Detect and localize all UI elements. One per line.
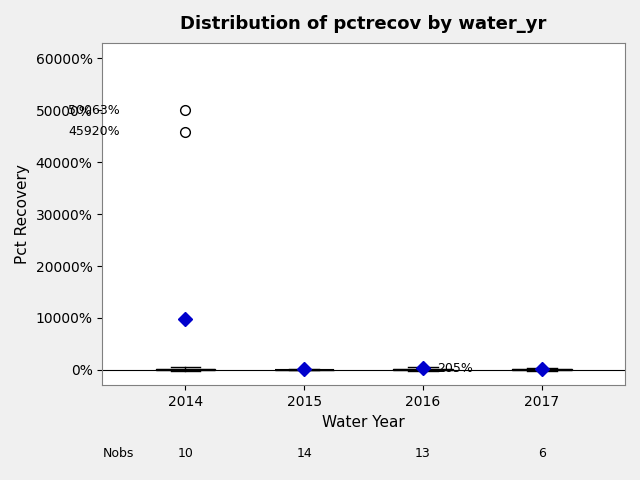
Text: 45920%: 45920% (68, 125, 120, 138)
Text: 50063%: 50063% (68, 104, 120, 117)
PathPatch shape (394, 369, 452, 371)
Title: Distribution of pctrecov by water_yr: Distribution of pctrecov by water_yr (180, 15, 547, 33)
Text: 13: 13 (415, 447, 431, 460)
Text: Nobs: Nobs (102, 447, 134, 460)
PathPatch shape (156, 370, 215, 371)
Text: 10: 10 (177, 447, 193, 460)
Text: 14: 14 (296, 447, 312, 460)
Text: 6: 6 (538, 447, 546, 460)
X-axis label: Water Year: Water Year (323, 415, 405, 430)
Text: 205%: 205% (437, 362, 473, 375)
Y-axis label: Pct Recovery: Pct Recovery (15, 164, 30, 264)
